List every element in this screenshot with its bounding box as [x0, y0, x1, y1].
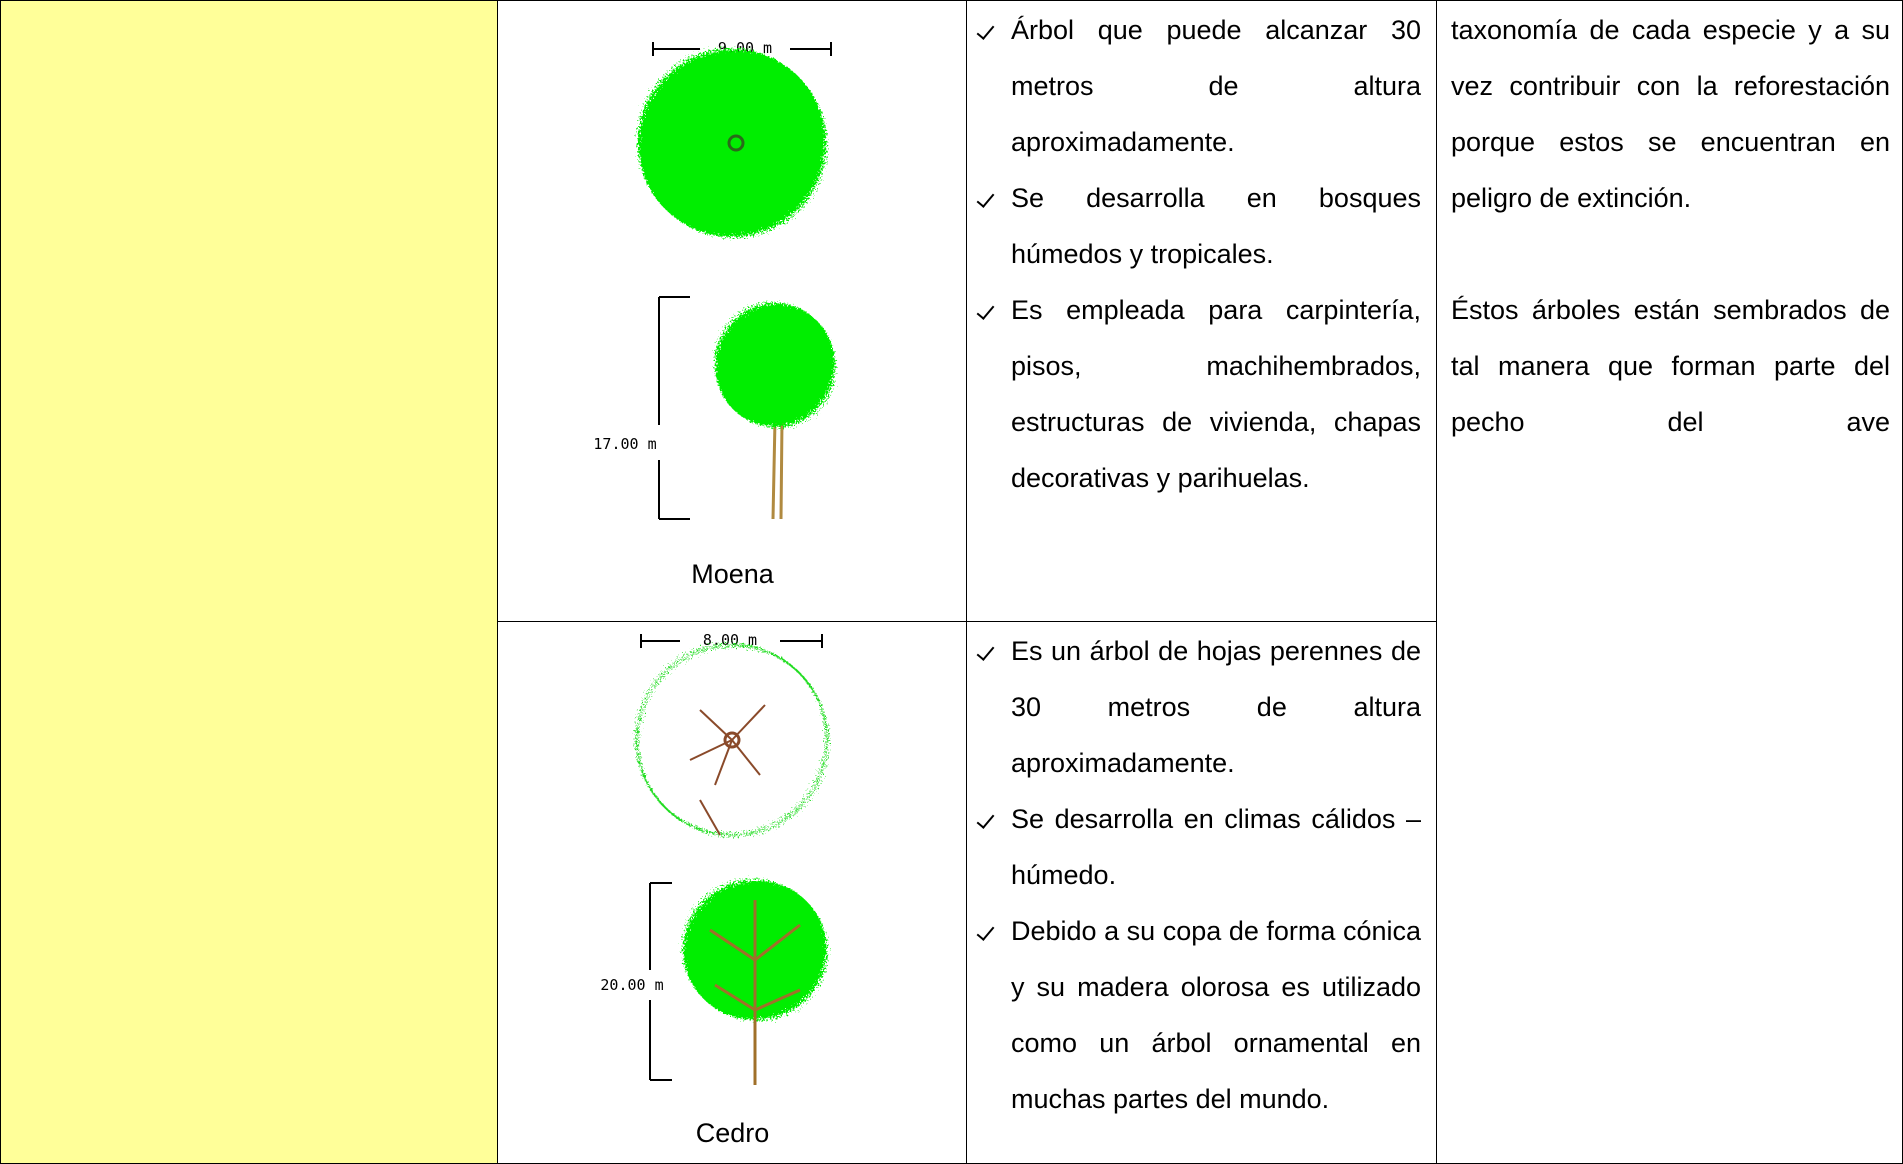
bullet: Árbol que puede alcanzar 30 metros de al…	[1011, 2, 1421, 170]
dimension-label: 8.00 m	[703, 631, 757, 649]
canopy	[715, 303, 835, 427]
branches	[689, 704, 766, 836]
note: taxonomía de cada especie y a su vez con…	[1451, 15, 1890, 213]
yellow-cell	[0, 0, 498, 1164]
dimension-line	[649, 882, 672, 1081]
species-name: Moena	[691, 559, 774, 589]
bullet-list: Árbol que puede alcanzar 30 metros de al…	[967, 1, 1436, 506]
bullet: Debido a su copa de forma cónica y su ma…	[1011, 903, 1421, 1127]
trunk	[709, 900, 801, 1085]
species-name: Cedro	[695, 1118, 770, 1148]
trunk	[723, 731, 741, 749]
canopy-outline	[636, 644, 828, 836]
description-cell: Árbol que puede alcanzar 30 metros de al…	[966, 0, 1437, 622]
dimension-line	[652, 42, 832, 56]
note: Éstos árboles están sembrados de tal man…	[1451, 295, 1890, 437]
bullet: Es empleada para carpintería, pisos, mac…	[1011, 282, 1421, 506]
bullet: Se desarrolla en bosques húmedos y tropi…	[1011, 170, 1421, 282]
trunk	[727, 134, 745, 152]
bullet-list: Es un árbol de hojas perennes de 30 metr…	[967, 622, 1436, 1127]
dimension-label: 20.00 m	[600, 976, 663, 994]
bullet: Se desarrolla en climas cálidos – húmedo…	[1011, 791, 1421, 903]
canopy	[638, 49, 826, 237]
dimension-label: 17.00 m	[593, 435, 656, 453]
description-cell: Es un árbol de hojas perennes de 30 metr…	[966, 621, 1437, 1164]
dimension-line	[640, 634, 823, 648]
bullet: Es un árbol de hojas perennes de 30 metr…	[1011, 623, 1421, 791]
dimension-line	[658, 296, 690, 520]
notes-cell: taxonomía de cada especie y a su vez con…	[1436, 0, 1903, 1164]
